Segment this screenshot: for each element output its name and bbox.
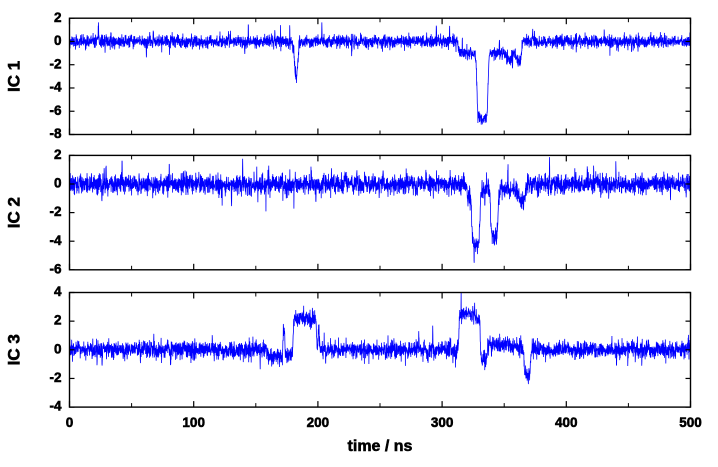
svg-text:2: 2 (54, 313, 62, 328)
svg-text:0: 0 (66, 415, 74, 430)
svg-text:400: 400 (555, 415, 578, 430)
svg-text:IC 3: IC 3 (4, 334, 23, 365)
svg-text:2: 2 (54, 10, 62, 25)
svg-text:4: 4 (54, 284, 62, 299)
svg-text:time / ns: time / ns (348, 438, 413, 455)
svg-text:-4: -4 (49, 233, 61, 248)
svg-text:2: 2 (54, 147, 62, 162)
svg-text:0: 0 (54, 176, 62, 191)
svg-text:-4: -4 (49, 80, 61, 95)
svg-text:-2: -2 (49, 370, 61, 385)
svg-text:-2: -2 (49, 56, 61, 71)
svg-text:200: 200 (307, 415, 330, 430)
svg-text:100: 100 (182, 415, 205, 430)
svg-text:0: 0 (54, 341, 62, 356)
svg-text:-8: -8 (49, 126, 61, 141)
svg-text:IC 1: IC 1 (4, 61, 23, 92)
svg-text:300: 300 (431, 415, 454, 430)
svg-text:-4: -4 (49, 399, 61, 414)
svg-text:0: 0 (54, 33, 62, 48)
svg-text:-6: -6 (49, 261, 61, 276)
svg-text:-6: -6 (49, 103, 61, 118)
svg-text:-2: -2 (49, 204, 61, 219)
svg-text:500: 500 (679, 415, 702, 430)
svg-text:IC 2: IC 2 (4, 197, 23, 228)
